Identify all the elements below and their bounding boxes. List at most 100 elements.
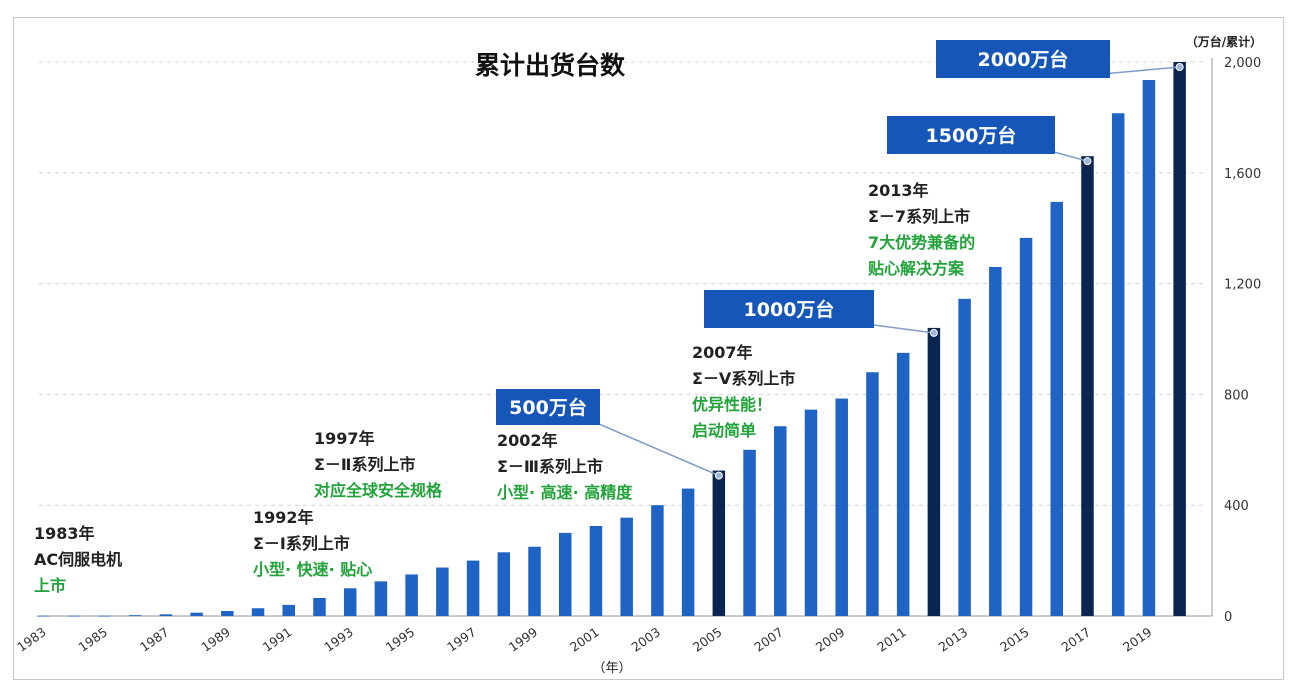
bar-1987 [159, 614, 173, 616]
x-tick-label: 1989 [198, 624, 233, 655]
annotation-2002-line1: Σ－Ⅲ系列上市 [497, 457, 604, 476]
bar-2015 [1019, 237, 1033, 616]
callout-2017: 1500万台 [887, 116, 1092, 166]
annotation-1992-line1: Σ－Ⅰ系列上市 [253, 534, 350, 553]
y-tick-label: 2,000 [1224, 56, 1261, 71]
bar-2000 [558, 532, 572, 616]
bar-1983 [36, 615, 50, 617]
annotation-1997-line2: 对应全球安全规格 [314, 481, 443, 500]
bar-2017 [1081, 156, 1094, 616]
callout-box [704, 290, 874, 328]
annotation-1983-line1: AC伺服电机 [34, 550, 123, 569]
bar-2014 [989, 266, 1002, 616]
callout-2020: 2000万台 [936, 40, 1184, 78]
annotation-2013-line3: 贴心解决方案 [868, 259, 965, 278]
annotation-1983-year: 1983年 [34, 524, 95, 543]
bar-2005 [712, 470, 726, 616]
annotation-2013: 2013年 Σ－7系列上市 7大优势兼备的 贴心解决方案 [868, 178, 975, 282]
x-tick-label: 2019 [1120, 624, 1155, 655]
annotation-2002: 2002年 Σ－Ⅲ系列上市 小型· 高速· 高精度 [497, 428, 632, 506]
bar-1985 [98, 615, 111, 617]
bar-2001 [589, 525, 603, 616]
bar-1996 [436, 567, 449, 616]
annotation-1992-year: 1992年 [253, 508, 314, 527]
annotation-1983-line2: 上市 [34, 576, 67, 595]
annotation-2013-line2: 7大优势兼备的 [868, 233, 976, 252]
bar-2002 [620, 517, 633, 616]
callout-label: 500万台 [509, 396, 587, 419]
bar-2011 [896, 352, 910, 616]
chart-frame: 1983 1985 1987 1989 1991 1993 1995 1997 1999 2001… [13, 17, 1284, 680]
callout-leader [591, 420, 720, 477]
x-axis-label: （年） [592, 661, 631, 676]
bar-1991 [282, 604, 296, 616]
y-tick-label: 400 [1224, 499, 1249, 514]
callout-leader [1101, 66, 1180, 75]
bar-2018 [1111, 113, 1125, 617]
bar-2004 [681, 488, 695, 616]
callout-box [496, 389, 600, 425]
callout-dot [929, 328, 938, 337]
annotation-2013-line1: Σ－7系列上市 [868, 207, 971, 226]
y-tick-label: 1,600 [1224, 167, 1261, 182]
bar-1992 [313, 597, 326, 616]
bar-2012 [927, 327, 941, 616]
callout-dot [714, 471, 723, 480]
bar-2010 [866, 372, 879, 616]
annotation-2013-year: 2013年 [868, 181, 929, 200]
bar-2007 [774, 426, 787, 616]
annotation-1992-line2: 小型· 快速· 贴心 [253, 560, 373, 579]
x-tick-label: 1991 [260, 624, 295, 655]
callout-leader [865, 323, 934, 334]
x-tick-label: 1987 [137, 624, 172, 655]
bar-1998 [497, 552, 511, 616]
x-tick-label: 2007 [751, 624, 786, 655]
callout-2012: 1000万台 [704, 290, 938, 337]
y-tick-label: 1,200 [1224, 278, 1261, 293]
bar-1994 [374, 581, 388, 616]
callout-label: 1500万台 [926, 124, 1017, 147]
x-tick-label: 2015 [997, 624, 1032, 655]
x-tick-label: 2013 [936, 624, 971, 655]
annotation-2007-line3: 启动简单 [692, 421, 757, 440]
y-tick-label: 800 [1224, 388, 1249, 403]
bar-1990 [251, 608, 265, 616]
bar-2016 [1050, 201, 1064, 616]
bar-1999 [528, 546, 541, 616]
bar-2006 [743, 449, 756, 616]
bar-1989 [221, 611, 234, 616]
x-tick-label: 1983 [14, 624, 49, 655]
annotation-1992: 1992年 Σ－Ⅰ系列上市 小型· 快速· 贴心 [253, 505, 372, 583]
callout-2005: 500万台 [496, 389, 723, 480]
x-tick-label: 2017 [1059, 624, 1094, 655]
annotation-2007-year: 2007年 [692, 343, 753, 362]
annotation-1983: 1983年 AC伺服电机 上市 [34, 521, 122, 599]
annotation-1997-line1: Σ－Ⅱ系列上市 [314, 455, 416, 474]
bar-1995 [405, 574, 418, 616]
annotation-1997: 1997年 Σ－Ⅱ系列上市 对应全球安全规格 [314, 426, 442, 504]
annotation-2007-line2: 优异性能！ [692, 395, 773, 414]
x-tick-label: 2011 [874, 624, 909, 655]
bar-2009 [835, 398, 848, 616]
callout-box [887, 116, 1055, 154]
x-tick-label: 2001 [567, 624, 602, 655]
bar-2008 [804, 409, 818, 616]
x-tick-label: 1993 [321, 624, 356, 655]
bar-2019 [1142, 80, 1156, 616]
annotation-2007: 2007年 Σ－Ⅴ系列上市 优异性能！ 启动简单 [692, 340, 795, 444]
annotation-2002-line2: 小型· 高速· 高精度 [497, 483, 633, 502]
x-tick-label: 2009 [813, 624, 848, 655]
annotation-2007-line1: Σ－Ⅴ系列上市 [692, 369, 796, 388]
annotation-1997-year: 1997年 [314, 429, 375, 448]
callout-label: 1000万台 [744, 298, 835, 321]
x-tick-label: 1985 [75, 624, 110, 655]
annotation-2002-year: 2002年 [497, 431, 558, 450]
shipment-chart: 1983 1985 1987 1989 1991 1993 1995 1997 1999 2001… [14, 34, 1262, 676]
bar-2020 [1173, 62, 1186, 616]
callout-dot [1083, 157, 1092, 166]
bar-1993 [343, 588, 357, 616]
chart-title: 累计出货台数 [475, 51, 626, 80]
x-tick-label: 1995 [383, 624, 418, 655]
callout-dot [1175, 63, 1184, 71]
bar-1988 [190, 612, 203, 616]
